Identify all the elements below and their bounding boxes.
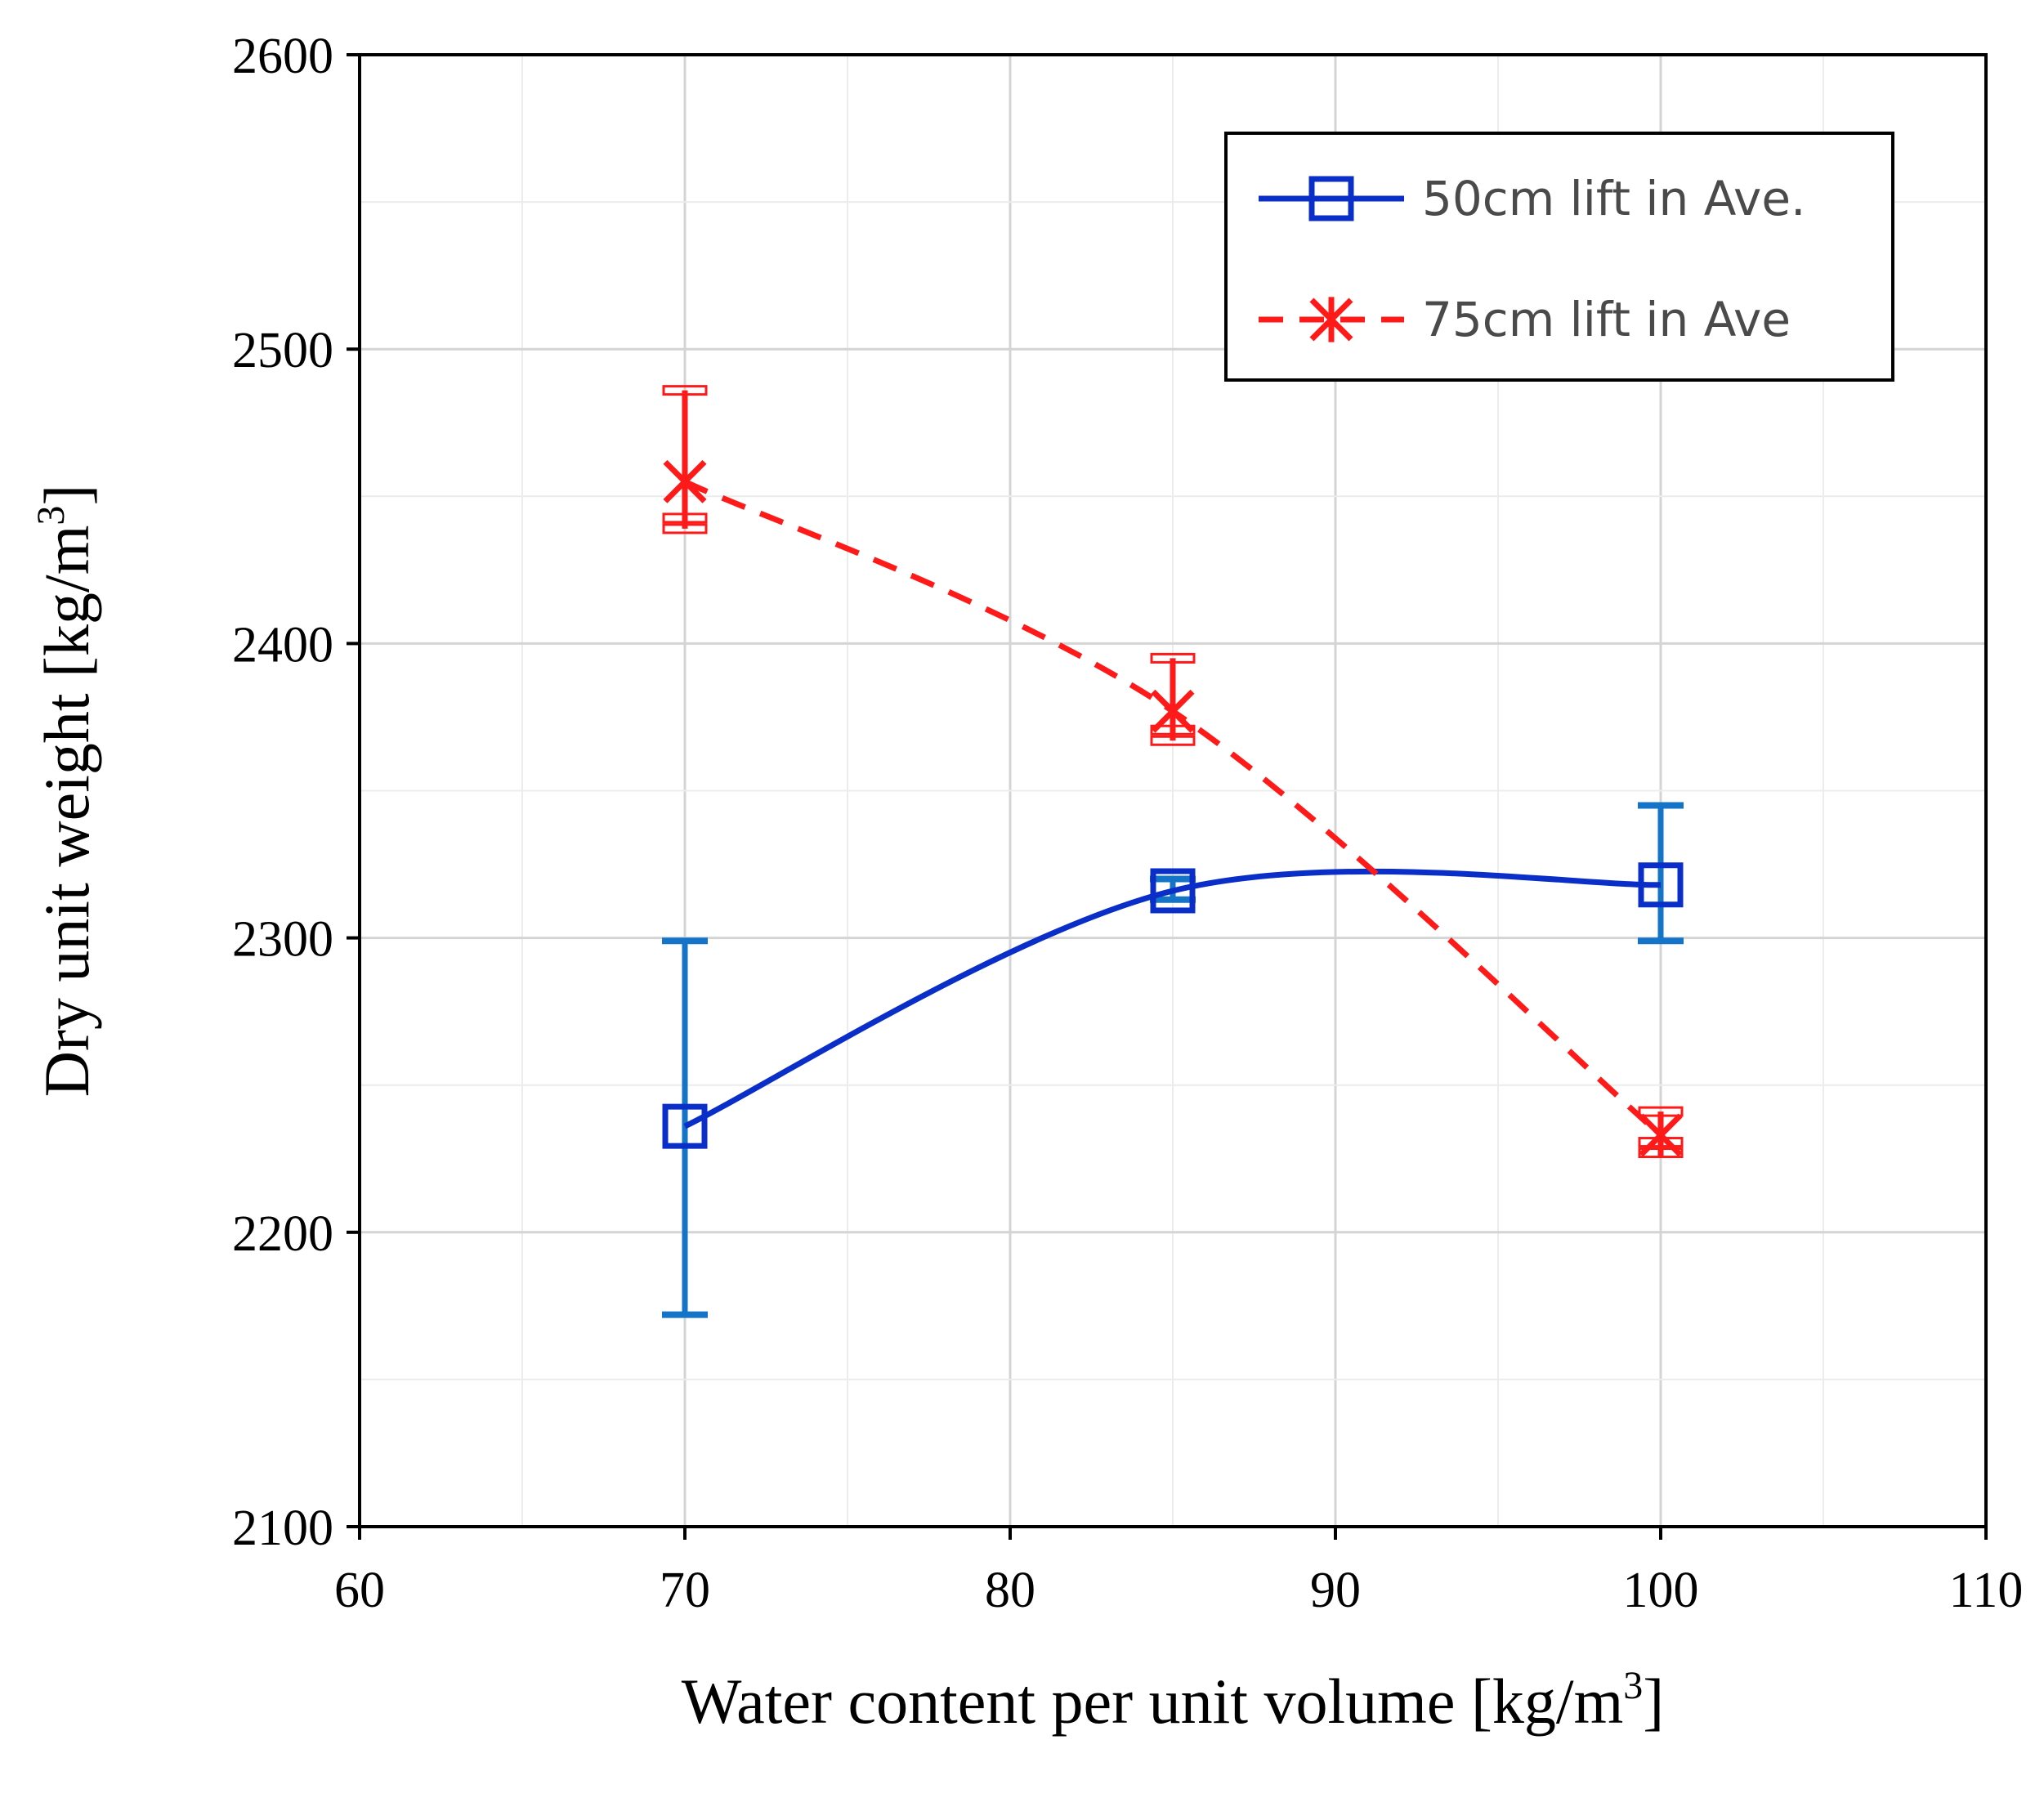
legend-marker xyxy=(1309,297,1353,342)
legend-item: 75cm lift in Ave xyxy=(1259,292,1791,347)
data-point xyxy=(1639,1112,1683,1158)
y-tick-label: 2200 xyxy=(232,1206,333,1262)
x-tick-label: 110 xyxy=(1949,1563,2024,1618)
error-bar-cap-lower xyxy=(662,523,708,534)
x-tick-label: 80 xyxy=(985,1563,1035,1618)
legend-label: 50cm lift in Ave. xyxy=(1422,171,1805,226)
y-tick-label: 2300 xyxy=(232,912,333,968)
error-bar-cap-upper xyxy=(1150,652,1196,664)
error-bar xyxy=(662,937,708,1318)
legend-box xyxy=(1224,132,1894,382)
data-point xyxy=(1638,862,1684,908)
error-bar-cap-upper xyxy=(662,385,708,396)
y-tick-label: 2500 xyxy=(232,323,333,378)
x-axis-title-superscript: 3 xyxy=(1623,1664,1643,1707)
legend-label: 75cm lift in Ave xyxy=(1422,292,1791,347)
y-tick-label: 2400 xyxy=(232,617,333,673)
error-bar xyxy=(1638,802,1684,945)
x-tick-label: 100 xyxy=(1623,1563,1699,1618)
series-2 xyxy=(662,385,1684,1159)
data-point xyxy=(1150,868,1196,914)
x-tick-label: 90 xyxy=(1310,1563,1361,1618)
x-axis-title: Water content per unit volume [kg/m3] xyxy=(682,1664,1665,1737)
series-line xyxy=(683,868,1662,1129)
y-tick-label: 2600 xyxy=(232,29,333,84)
y-axis-title-superscript: 3 xyxy=(29,506,73,526)
legend-marker xyxy=(1308,176,1354,221)
error-bar-cap-lower xyxy=(1150,735,1196,746)
y-axis-title: Dry unit weight [kg/m3] xyxy=(29,485,102,1098)
x-tick-label: 70 xyxy=(660,1563,710,1618)
plot-frame xyxy=(358,53,1988,1528)
legend: 50cm lift in Ave. 75cm lift in Ave xyxy=(1224,132,1894,382)
data-point xyxy=(663,458,707,504)
series-1 xyxy=(662,802,1684,1318)
axis-ticks: 60 70 80 90 100 110 2100 2200 2300 2400 2500 2600 xyxy=(232,29,2023,1618)
x-axis-title-close: ] xyxy=(1643,1666,1664,1737)
x-tick-label: 60 xyxy=(334,1563,385,1618)
data-point xyxy=(1151,688,1195,734)
y-axis-title-close: ] xyxy=(31,485,102,506)
error-bar-cap-lower-inner xyxy=(662,512,708,524)
legend-item: 50cm lift in Ave. xyxy=(1259,171,1805,226)
y-tick-label: 2100 xyxy=(232,1501,333,1556)
data-point xyxy=(662,1103,708,1149)
series-layer xyxy=(662,385,1684,1318)
